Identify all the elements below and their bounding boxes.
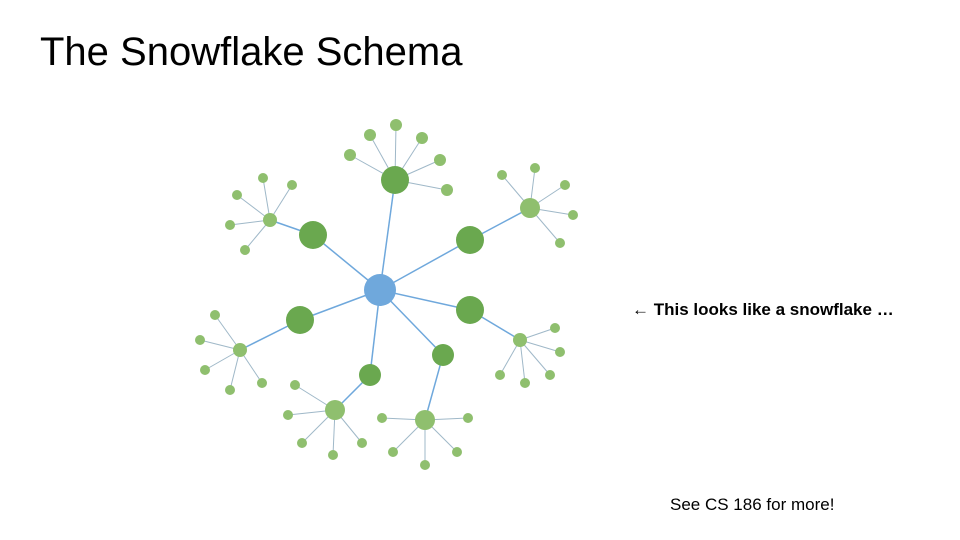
- snowflake-diagram: [0, 0, 960, 540]
